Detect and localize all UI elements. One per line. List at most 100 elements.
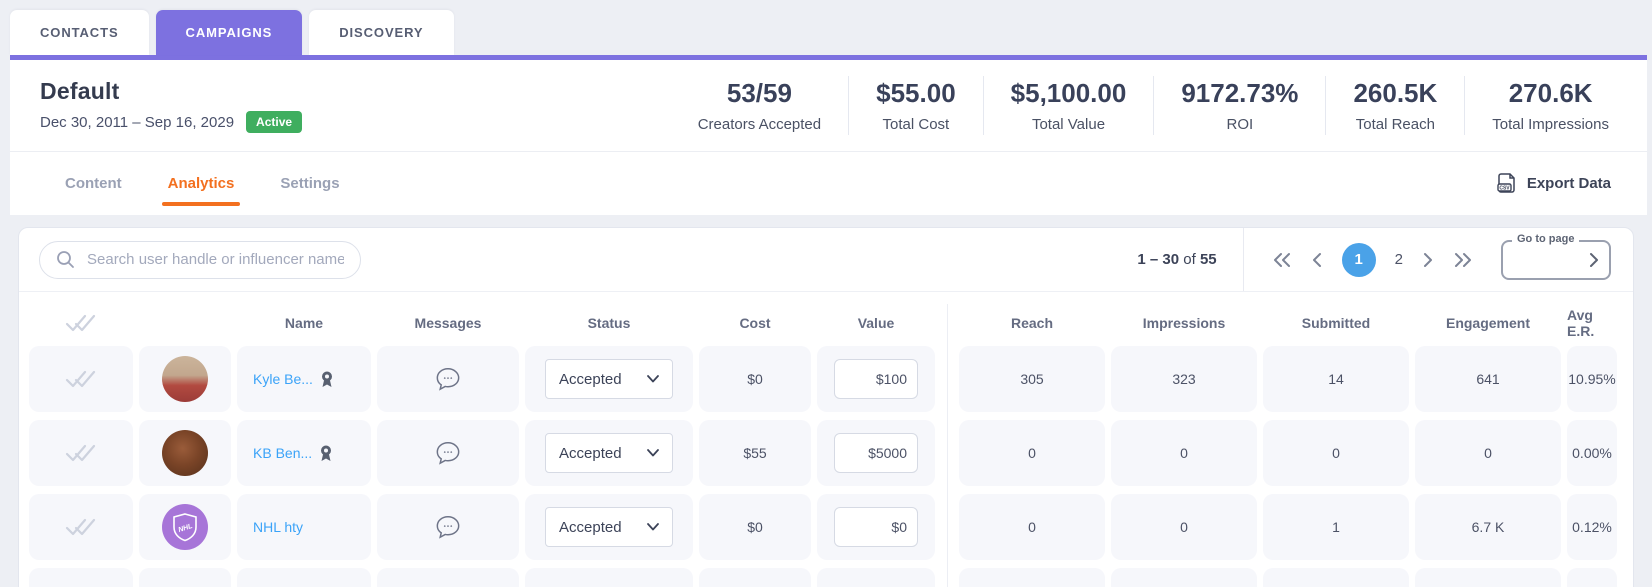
messages-icon[interactable] bbox=[377, 420, 519, 486]
column-value: Value bbox=[857, 315, 895, 331]
status-value: Accepted bbox=[559, 370, 622, 388]
cost-value: $0 bbox=[699, 346, 811, 412]
subtab-bar: Content Analytics Settings CSV Export Da… bbox=[10, 151, 1647, 215]
export-data-button[interactable]: CSV Export Data bbox=[1496, 172, 1611, 196]
cost-value: $55 bbox=[699, 420, 811, 486]
column-avatar bbox=[139, 300, 231, 346]
stat-creators-accepted: 53/59 Creators Accepted bbox=[671, 76, 848, 135]
impressions-value: 0 bbox=[1111, 420, 1257, 486]
status-badge: Active bbox=[246, 111, 303, 133]
value-input[interactable]: $100 bbox=[834, 359, 918, 399]
avatar[interactable] bbox=[162, 356, 208, 402]
range-of: of bbox=[1183, 251, 1196, 268]
column-group-divider bbox=[941, 300, 953, 346]
value-input[interactable]: $0 bbox=[834, 507, 918, 547]
cost-value: $0 bbox=[699, 494, 811, 560]
column-group-divider bbox=[941, 486, 953, 568]
search-bar[interactable] bbox=[39, 240, 361, 279]
stat-value: 53/59 bbox=[726, 78, 792, 108]
search-icon bbox=[56, 250, 75, 269]
page-1-button[interactable]: 1 bbox=[1341, 242, 1376, 277]
page-2-button[interactable]: 2 bbox=[1394, 251, 1403, 268]
campaign-stats: 53/59 Creators Accepted $55.00 Total Cos… bbox=[671, 76, 1647, 135]
subtab-content[interactable]: Content bbox=[65, 175, 122, 192]
goto-page-label: Go to page bbox=[1512, 232, 1580, 245]
creator-name-link[interactable]: Kyle Be... bbox=[253, 371, 313, 387]
avatar-nhl-logo[interactable]: NHL bbox=[162, 504, 208, 550]
subtab-settings[interactable]: Settings bbox=[280, 175, 340, 192]
next-page-icon[interactable] bbox=[1422, 252, 1434, 268]
column-status: Status bbox=[587, 315, 631, 331]
engagement-value: 0 bbox=[1415, 420, 1561, 486]
status-dropdown[interactable]: Accepted bbox=[545, 507, 673, 547]
column-messages: Messages bbox=[414, 315, 482, 331]
main-tabbar: CONTACTS CAMPAIGNS DISCOVERY bbox=[0, 0, 1652, 55]
row-checkbox[interactable] bbox=[29, 420, 133, 486]
reach-value: 305 bbox=[959, 346, 1105, 412]
goto-page-input[interactable] bbox=[1509, 246, 1571, 273]
campaign-header: Default Dec 30, 2011 – Sep 16, 2029 Acti… bbox=[10, 60, 1647, 151]
creator-badge-icon bbox=[319, 444, 333, 462]
stat-label: Total Cost bbox=[882, 116, 950, 133]
stat-total-reach: 260.5K Total Reach bbox=[1325, 76, 1464, 135]
submitted-value: 14 bbox=[1263, 346, 1409, 412]
column-impressions: Impressions bbox=[1142, 315, 1226, 331]
tab-discovery[interactable]: DISCOVERY bbox=[309, 10, 454, 55]
goto-page-submit-icon[interactable] bbox=[1588, 252, 1600, 268]
table-header-row: Name Messages Status Cost Value Reach Im… bbox=[19, 300, 1633, 346]
tab-campaigns[interactable]: CAMPAIGNS bbox=[155, 10, 303, 55]
chevron-down-icon bbox=[647, 449, 659, 457]
row-checkbox[interactable] bbox=[29, 346, 133, 412]
first-page-icon[interactable] bbox=[1272, 252, 1292, 268]
csv-file-icon: CSV bbox=[1496, 172, 1518, 196]
avatar[interactable] bbox=[162, 430, 208, 476]
stat-total-cost: $55.00 Total Cost bbox=[848, 76, 983, 135]
status-value: Accepted bbox=[559, 518, 622, 536]
stat-label: Creators Accepted bbox=[697, 116, 822, 133]
stat-label: Total Value bbox=[1031, 116, 1106, 133]
column-submitted: Submitted bbox=[1301, 315, 1371, 331]
chevron-down-icon bbox=[647, 375, 659, 383]
reach-value: 0 bbox=[959, 420, 1105, 486]
stat-value: 260.5K bbox=[1353, 78, 1438, 108]
impressions-value: 0 bbox=[1111, 494, 1257, 560]
messages-icon[interactable] bbox=[377, 494, 519, 560]
creator-name-link[interactable]: KB Ben... bbox=[253, 445, 313, 461]
pagination: 1 2 bbox=[1244, 242, 1501, 277]
analytics-table-card: 1 – 30 of 55 1 2 bbox=[18, 227, 1634, 587]
campaign-title: Default bbox=[40, 78, 120, 104]
table-toolbar: 1 – 30 of 55 1 2 bbox=[19, 228, 1633, 292]
creator-name-link[interactable]: NHL hty bbox=[253, 519, 304, 535]
status-dropdown[interactable]: Accepted bbox=[545, 359, 673, 399]
stat-value: $55.00 bbox=[876, 78, 956, 108]
stat-label: ROI bbox=[1226, 116, 1254, 133]
select-all-checkbox[interactable] bbox=[29, 300, 133, 346]
table-row: KB Ben... Accepted $55 $5000 0 0 0 0 0.0… bbox=[19, 412, 1633, 494]
tab-contacts[interactable]: CONTACTS bbox=[10, 10, 149, 55]
range-start: 1 – 30 bbox=[1137, 251, 1180, 268]
campaign-date-range: Dec 30, 2011 – Sep 16, 2029 bbox=[40, 113, 235, 131]
row-checkbox[interactable] bbox=[29, 494, 133, 560]
submitted-value: 1 bbox=[1263, 494, 1409, 560]
subtab-analytics[interactable]: Analytics bbox=[161, 152, 241, 215]
search-input[interactable] bbox=[87, 251, 344, 268]
toolbar-divider bbox=[1242, 228, 1244, 291]
export-data-label: Export Data bbox=[1526, 175, 1611, 192]
goto-page-box[interactable]: Go to page bbox=[1501, 232, 1611, 280]
last-page-icon[interactable] bbox=[1453, 252, 1473, 268]
column-group-divider bbox=[941, 338, 953, 420]
chevron-down-icon bbox=[647, 523, 659, 531]
campaign-info: Default Dec 30, 2011 – Sep 16, 2029 Acti… bbox=[40, 78, 303, 133]
avg-er-value: 0.00% bbox=[1567, 420, 1617, 486]
stat-label: Total Impressions bbox=[1492, 116, 1609, 133]
value-input[interactable]: $5000 bbox=[834, 433, 918, 473]
accent-bar bbox=[10, 55, 1647, 60]
reach-value: 0 bbox=[959, 494, 1105, 560]
status-value: Accepted bbox=[559, 444, 622, 462]
messages-icon[interactable] bbox=[377, 346, 519, 412]
column-name: Name bbox=[284, 315, 324, 331]
table-row: Kyle Be... Accepted $0 $100 305 323 14 6… bbox=[19, 338, 1633, 420]
results-range: 1 – 30 of 55 bbox=[1137, 251, 1216, 268]
prev-page-icon[interactable] bbox=[1311, 252, 1323, 268]
status-dropdown[interactable]: Accepted bbox=[545, 433, 673, 473]
